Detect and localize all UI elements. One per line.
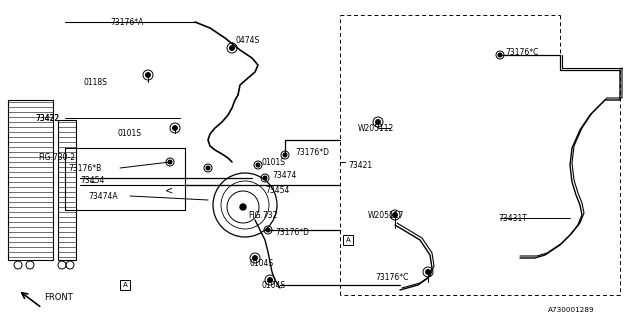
- Bar: [343, 235, 353, 245]
- Text: 0101S: 0101S: [262, 157, 286, 166]
- Circle shape: [168, 160, 172, 164]
- Text: FIG.732: FIG.732: [248, 211, 277, 220]
- Text: 73474A: 73474A: [88, 191, 118, 201]
- Circle shape: [240, 204, 246, 210]
- Text: 0101S: 0101S: [118, 129, 142, 138]
- Text: A: A: [346, 237, 350, 243]
- Circle shape: [230, 46, 234, 50]
- Circle shape: [283, 153, 287, 157]
- Text: 73421: 73421: [348, 161, 372, 170]
- Text: 0104S: 0104S: [262, 281, 286, 290]
- Text: FIG.730-2: FIG.730-2: [38, 153, 75, 162]
- Circle shape: [268, 278, 272, 282]
- Text: 73474: 73474: [272, 171, 296, 180]
- Circle shape: [256, 163, 260, 167]
- Text: 73176*D: 73176*D: [295, 148, 329, 156]
- Text: 73422: 73422: [35, 114, 59, 123]
- Text: 73454: 73454: [80, 175, 104, 185]
- Circle shape: [263, 176, 267, 180]
- Text: 73176*C: 73176*C: [505, 47, 538, 57]
- Text: 73176*D: 73176*D: [275, 228, 309, 236]
- Circle shape: [393, 213, 397, 217]
- Circle shape: [173, 126, 177, 130]
- Circle shape: [426, 270, 430, 274]
- Text: 73422: 73422: [35, 114, 59, 123]
- Text: <: <: [165, 185, 173, 195]
- Circle shape: [206, 166, 210, 170]
- Text: 0474S: 0474S: [235, 36, 259, 44]
- Text: 73176*A: 73176*A: [110, 18, 143, 27]
- Text: 0118S: 0118S: [83, 77, 107, 86]
- Text: 73176*C: 73176*C: [375, 274, 408, 283]
- Text: 73176*B: 73176*B: [68, 164, 101, 172]
- Circle shape: [253, 256, 257, 260]
- Text: 0104S: 0104S: [250, 259, 274, 268]
- Bar: [58, 120, 76, 260]
- Circle shape: [266, 228, 270, 232]
- Text: FRONT: FRONT: [44, 293, 73, 302]
- Text: W205117: W205117: [368, 211, 404, 220]
- Circle shape: [498, 53, 502, 57]
- Text: W205112: W205112: [358, 124, 394, 132]
- Bar: [120, 280, 130, 290]
- Text: 73431T: 73431T: [498, 213, 527, 222]
- Circle shape: [146, 73, 150, 77]
- Text: A: A: [123, 282, 127, 288]
- Bar: [8, 100, 53, 260]
- Text: A730001289: A730001289: [548, 307, 595, 313]
- Text: 73454: 73454: [265, 186, 289, 195]
- Circle shape: [376, 120, 380, 124]
